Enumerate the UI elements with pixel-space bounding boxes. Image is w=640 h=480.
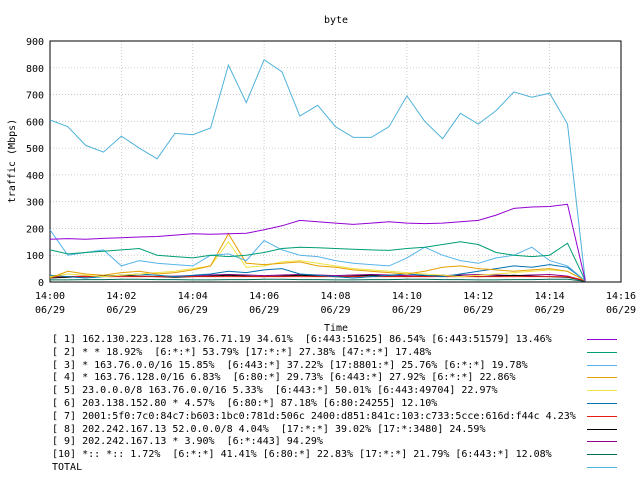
series-line-6 — [49, 264, 586, 282]
legend-item: [ 2] * * 18.92% [6:*:*] 53.79% [17:*:*] … — [52, 346, 632, 359]
plot-border — [49, 40, 622, 283]
legend-swatch — [587, 351, 617, 353]
x-tick-time: 14:08 — [320, 291, 350, 302]
legend-swatch — [587, 403, 617, 404]
legend-label: [ 3] * 163.76.0.0/16 15.85% [6:443:*] 37… — [52, 359, 528, 371]
legend-label: TOTAL — [52, 462, 83, 473]
series-line-10 — [50, 278, 586, 282]
y-tick-label: 300 — [26, 198, 44, 209]
legend-item: [ 4] * 163.76.128.0/16 6.83% [6:80:*] 29… — [52, 371, 632, 384]
legend-item: [ 3] * 163.76.0.0/16 15.85% [6:443:*] 37… — [52, 359, 632, 372]
legend-label: [ 7] 2001:5f0:7c0:84c7:b603:1bc0:781d:50… — [52, 410, 576, 422]
x-tick-time: 14:12 — [463, 291, 493, 302]
y-tick-label: 800 — [26, 64, 44, 75]
legend-swatch — [587, 339, 617, 340]
legend-label: [ 5] 23.0.0.0/8 163.76.0.0/16 5.33% [6:4… — [52, 385, 498, 397]
legend-swatch — [587, 454, 617, 456]
legend-item: [ 9] 202.242.167.13 * 3.90% [6:*:443] 94… — [52, 435, 632, 448]
series-line-4 — [49, 232, 586, 282]
legend-swatch — [587, 415, 617, 417]
y-tick-label: 100 — [26, 251, 44, 262]
legend-swatch — [587, 364, 617, 366]
y-tick-label: 400 — [26, 171, 44, 182]
y-tick-label: 200 — [26, 224, 44, 235]
legend-item: [ 5] 23.0.0.0/8 163.76.0.0/16 5.33% [6:4… — [52, 384, 632, 397]
x-tick-date: 06/29 — [606, 305, 636, 316]
legend-label: [ 4] * 163.76.128.0/16 6.83% [6:80:*] 29… — [52, 372, 516, 384]
x-tick-time: 14:04 — [178, 291, 208, 302]
legend-label: [ 9] 202.242.167.13 * 3.90% [6:*:443] 94… — [52, 436, 323, 448]
legend-swatch — [587, 390, 617, 392]
series-line-3 — [49, 229, 586, 282]
legend-label: [ 8] 202.242.167.13 52.0.0.0/8 4.04% [17… — [52, 423, 486, 435]
x-tick-date: 06/29 — [320, 305, 350, 316]
legend-item: [ 7] 2001:5f0:7c0:84c7:b603:1bc0:781d:50… — [52, 410, 632, 423]
y-axis-ticks: 0 100 200 300 400 500 600 700 800 900 — [26, 37, 44, 289]
x-axis-ticks: 14:00 06/29 14:02 06/29 14:04 06/29 14:06 06/29… — [35, 291, 636, 316]
series-line-7 — [50, 276, 586, 282]
x-tick-date: 06/29 — [535, 305, 565, 316]
legend-label: [ 2] * * 18.92% [6:*:*] 53.79% [17:*:*] … — [52, 346, 432, 358]
y-tick-label: 900 — [26, 37, 44, 48]
legend-item: [ 6] 203.138.152.80 * 4.57% [6:80:*] 87.… — [52, 397, 632, 410]
y-tick-label: 700 — [26, 91, 44, 102]
legend-swatch — [587, 377, 617, 379]
series-line-5 — [49, 240, 586, 282]
y-axis-label: traffic (Mbps) — [7, 119, 18, 203]
legend-item: [ 8] 202.242.167.13 52.0.0.0/8 4.04% [17… — [52, 423, 632, 436]
legend-label: [ 6] 203.138.152.80 * 4.57% [6:80:*] 87.… — [52, 398, 438, 409]
x-tick-date: 06/29 — [463, 305, 493, 316]
x-tick-date: 06/29 — [178, 305, 208, 316]
series-line-11 — [49, 58, 586, 281]
legend-item: [ 1] 162.130.223.128 163.76.71.19 34.61%… — [52, 333, 632, 346]
x-tick-time: 14:16 — [606, 291, 636, 302]
legend-item: TOTAL — [52, 461, 632, 474]
x-tick-time: 14:00 — [35, 291, 65, 302]
x-tick-time: 14:02 — [106, 291, 136, 302]
series-line-1 — [49, 203, 586, 281]
x-tick-time: 14:06 — [249, 291, 279, 302]
legend-swatch — [587, 441, 617, 443]
x-tick-date: 06/29 — [106, 305, 136, 316]
y-tick-label: 0 — [38, 278, 44, 289]
legend-item: [10] *:: *:: 1.72% [6:*:*] 41.41% [6:80:… — [52, 448, 632, 461]
y-tick-label: 500 — [26, 144, 44, 155]
series-lines — [49, 58, 586, 282]
legend-swatch — [587, 467, 617, 468]
x-tick-time: 14:14 — [535, 291, 565, 302]
series-line-2 — [49, 241, 586, 281]
x-tick-date: 06/29 — [249, 305, 279, 316]
x-tick-date: 06/29 — [35, 305, 65, 316]
x-tick-time: 14:10 — [392, 291, 422, 302]
chart-title: byte — [324, 15, 348, 26]
x-axis-label: Time — [324, 323, 348, 334]
legend-label: [ 1] 162.130.223.128 163.76.71.19 34.61%… — [52, 334, 552, 345]
y-tick-label: 600 — [26, 117, 44, 128]
x-tick-date: 06/29 — [392, 305, 422, 316]
grid — [50, 41, 621, 282]
legend-swatch — [587, 428, 617, 430]
legend-label: [10] *:: *:: 1.72% [6:*:*] 41.41% [6:80:… — [52, 449, 552, 461]
